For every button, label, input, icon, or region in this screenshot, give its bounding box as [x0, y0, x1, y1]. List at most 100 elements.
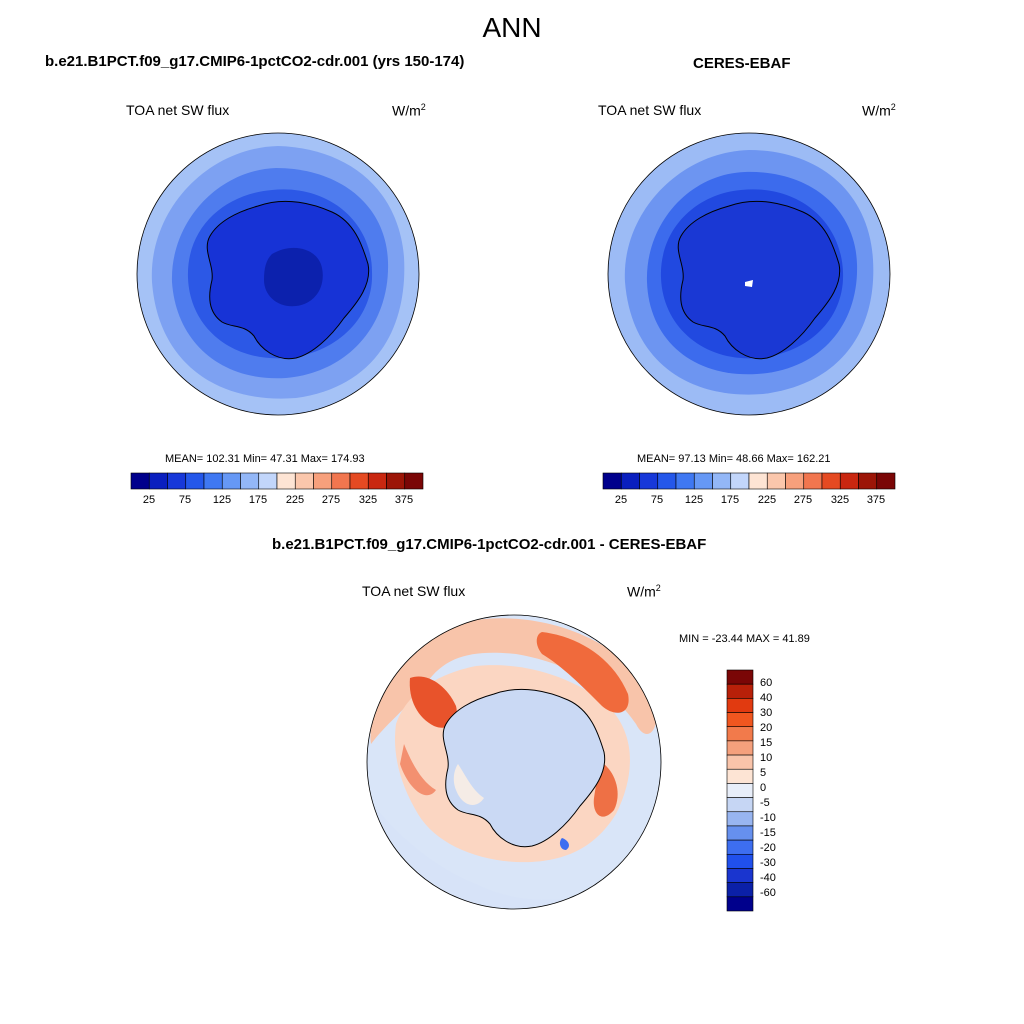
colorbar-swatch: [726, 839, 754, 855]
colorbar-swatch: [294, 472, 314, 490]
map-border: [607, 132, 891, 416]
colorbar-tick-label: 40: [760, 692, 773, 704]
colorbar-swatch: [726, 882, 754, 898]
panel-2-title: CERES-EBAF: [693, 55, 791, 72]
colorbar-tick-label: 325: [830, 494, 850, 506]
colorbar-swatch: [726, 669, 754, 685]
diff-neutral-region: [453, 764, 484, 805]
panel-1-variable-label: TOA net SW flux: [126, 102, 230, 118]
panel-3-stats: MIN = -23.44 MAX = 41.89: [679, 633, 810, 645]
colorbar-swatch: [639, 472, 659, 490]
map-border: [136, 132, 420, 416]
main-title: ANN: [482, 12, 542, 43]
colorbar-swatch: [803, 472, 823, 490]
colorbar-swatch: [876, 472, 896, 490]
colorbar-tick-label: 25: [614, 494, 628, 506]
diff-negative-region: [367, 794, 661, 909]
colorbar-tick-label: 325: [358, 494, 378, 506]
colorbar-swatch: [726, 726, 754, 742]
diff-negative-spot: [559, 838, 569, 850]
colorbar-tick-label: 225: [757, 494, 777, 506]
colorbar-tick-label: 60: [760, 677, 773, 689]
colorbar-tick-label: 75: [178, 494, 192, 506]
diff-strong-positive-region: [536, 632, 629, 713]
colorbar-swatch: [726, 811, 754, 827]
colorbar-swatch: [185, 472, 205, 490]
diff-positive-region: [400, 744, 436, 796]
panel-2-polar-map: [607, 132, 891, 416]
colorbar-swatch: [331, 472, 351, 490]
colorbar-swatch: [839, 472, 859, 490]
colorbar-swatch: [726, 896, 754, 912]
colorbar-swatch: [726, 754, 754, 770]
colorbar-tick-label: 275: [321, 494, 341, 506]
colorbar-swatch: [693, 472, 713, 490]
colorbar-swatch: [726, 698, 754, 713]
panel-2-colorbar-ticks: 25 75 125 175 225 275 325 375: [603, 494, 895, 508]
panel-1-title: b.e21.B1PCT.f09_g17.CMIP6-1pctCO2-cdr.00…: [45, 53, 465, 70]
panel-1-colorbar-ticks: 25 75 125 175 225 275 325 375: [131, 494, 423, 508]
colorbar-swatch: [148, 472, 168, 490]
panel-3-variable-label: TOA net SW flux: [362, 583, 466, 599]
panel-1-stats: MEAN= 102.31 Min= 47.31 Max= 174.93: [165, 453, 365, 465]
colorbar-swatch: [726, 868, 754, 883]
colorbar-tick-label: 25: [142, 494, 156, 506]
colorbar-swatch: [240, 472, 260, 490]
panel-3-units: W/m2: [627, 583, 661, 600]
colorbar-tick-label: -20: [760, 842, 776, 854]
antarctica-landmass: [442, 688, 606, 848]
colorbar-swatch: [730, 472, 750, 490]
colorbar-swatch: [726, 712, 754, 728]
colorbar-tick-label: 30: [760, 707, 773, 719]
colorbar-tick-label: 175: [248, 494, 268, 506]
colorbar-swatch: [130, 472, 150, 490]
colorbar-swatch: [386, 472, 406, 490]
colorbar-tick-label: 125: [212, 494, 232, 506]
colorbar-tick-label: 10: [760, 752, 773, 764]
colorbar-swatch: [726, 783, 754, 798]
colorbar-tick-label: 275: [793, 494, 813, 506]
colorbar-tick-label: 125: [684, 494, 704, 506]
panel-3-polar-difference-map: [366, 614, 662, 910]
colorbar-tick-label: 175: [720, 494, 740, 506]
panel-2-variable-label: TOA net SW flux: [598, 102, 702, 118]
colorbar-swatch: [203, 472, 223, 490]
colorbar-tick-label: 0: [760, 782, 767, 794]
colorbar-swatch: [726, 740, 754, 756]
colorbar-tick-label: 15: [760, 737, 773, 749]
panel-2-colorbar: [602, 472, 896, 490]
panel-3-title: b.e21.B1PCT.f09_g17.CMIP6-1pctCO2-cdr.00…: [272, 536, 707, 553]
colorbar-tick-label: 225: [285, 494, 305, 506]
colorbar-swatch: [167, 472, 187, 490]
colorbar-swatch: [726, 683, 754, 699]
missing-data-patch: [745, 280, 753, 287]
colorbar-swatch: [620, 472, 640, 490]
colorbar-swatch: [726, 825, 754, 841]
colorbar-tick-label: 20: [760, 722, 773, 734]
map-land-minimum-region: [264, 247, 323, 307]
colorbar-swatch: [221, 472, 241, 490]
diff-strong-positive-region: [409, 676, 457, 728]
colorbar-tick-label: -30: [760, 857, 776, 869]
panel-1-polar-map: [136, 132, 420, 416]
colorbar-swatch: [657, 472, 677, 490]
panel-1-units: W/m2: [392, 102, 426, 119]
colorbar-swatch: [766, 472, 786, 490]
colorbar-swatch: [726, 797, 754, 813]
colorbar-tick-label: 375: [866, 494, 886, 506]
colorbar-swatch: [748, 472, 768, 490]
colorbar-swatch: [602, 472, 622, 490]
colorbar-tick-label: 375: [394, 494, 414, 506]
panel-2-units: W/m2: [862, 102, 896, 119]
colorbar-swatch: [785, 472, 805, 490]
antarctica-landmass: [677, 200, 841, 360]
colorbar-tick-label: -40: [760, 872, 776, 884]
colorbar-swatch: [821, 472, 841, 490]
colorbar-tick-label: 5: [760, 767, 767, 779]
colorbar-swatch: [313, 472, 333, 490]
colorbar-swatch: [726, 853, 754, 869]
colorbar-tick-label: -60: [760, 887, 776, 899]
colorbar-tick-label: -10: [760, 812, 776, 824]
colorbar-swatch: [675, 472, 695, 490]
colorbar-swatch: [258, 472, 278, 490]
